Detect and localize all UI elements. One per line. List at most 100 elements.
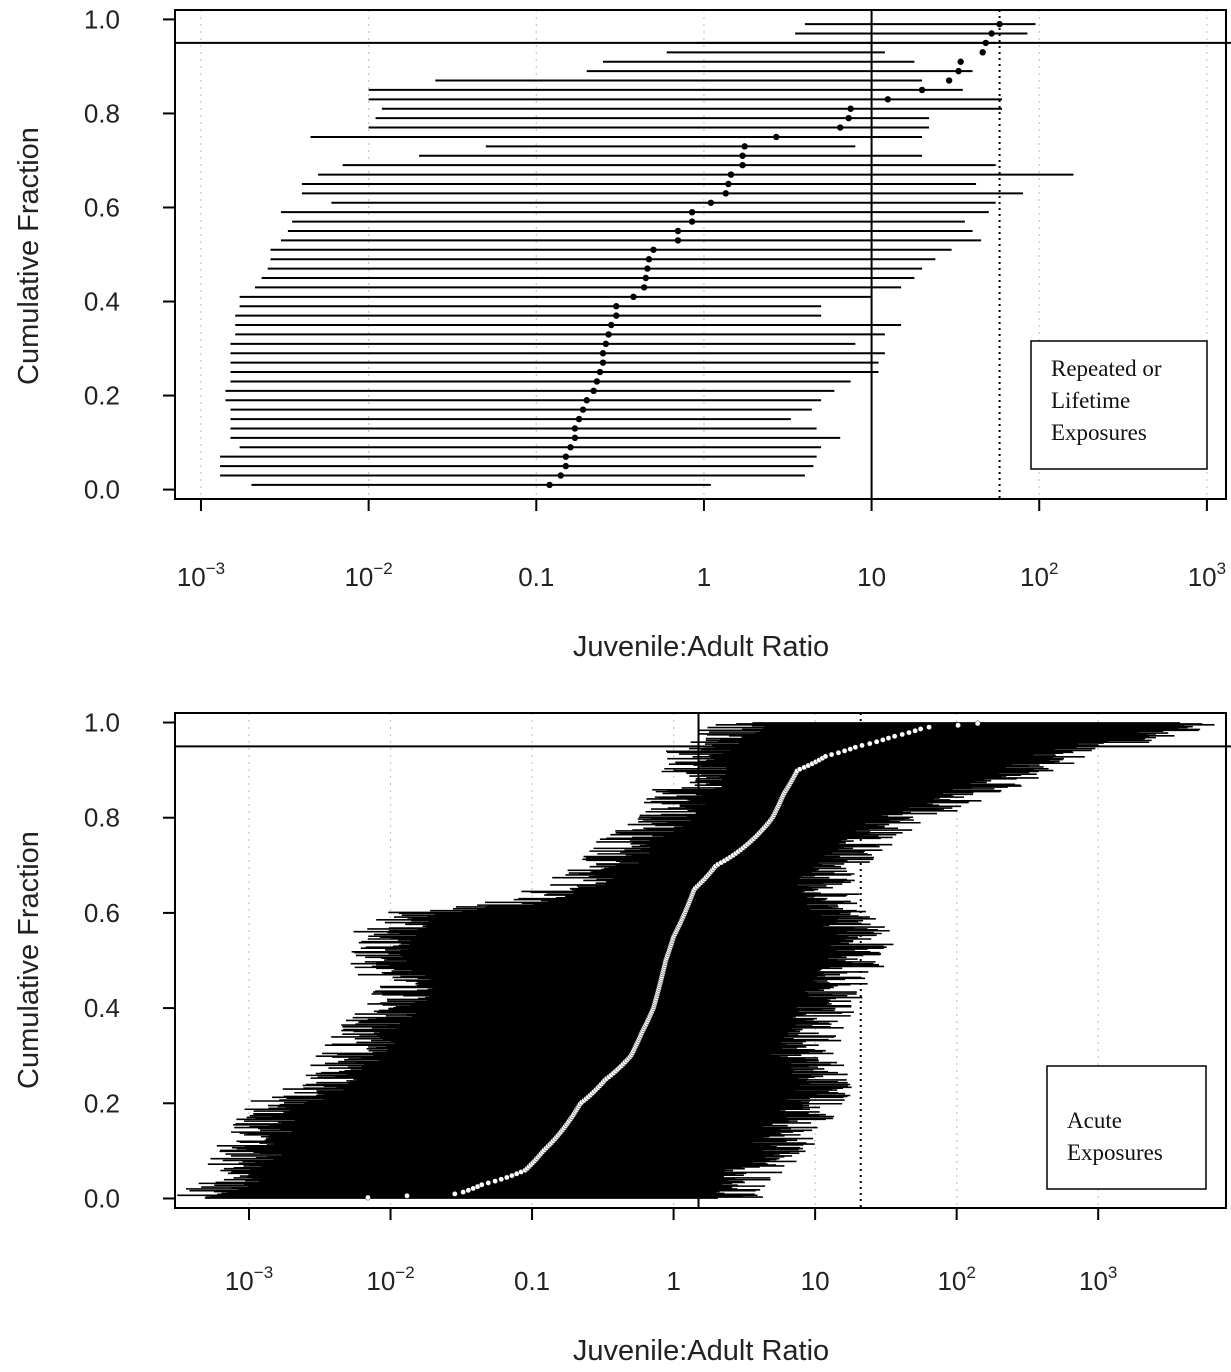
reference-lines [175,10,1231,499]
median-point [599,359,607,366]
median-point [912,727,918,734]
x-tick-label: 102 [937,1263,975,1296]
median-point [996,20,1003,28]
x-tick-label: 10 [801,1266,830,1296]
median-point [917,726,924,732]
x-tick-label: 103 [1079,1263,1117,1296]
median-point [707,199,715,206]
median-point [822,753,829,760]
plot-frame [174,712,1227,1209]
median-point [579,406,587,413]
x-tick-label: 1 [666,1266,680,1296]
axis-ticks: 0.0 0.2 0.4 0.6 0.8 1.0 10−3 10−2 0.1 1 10 102 103 [84,4,1226,592]
median-point [562,462,570,470]
median-point [739,152,746,159]
y-axis-title: Cumulative Fraction [13,127,45,385]
median-point [957,58,964,65]
y-tick-label: 0.4 [84,287,120,317]
y-tick-label: 0.4 [84,993,120,1023]
chart-panel-acute: 0.0 0.2 0.4 0.6 0.8 1.0 10−3 10−2 0.1 1 10 102 103 C… [13,708,1231,1367]
x-tick-label: 10−3 [225,1263,273,1296]
x-tick-label: 10−2 [366,1263,414,1296]
x-tick-label: 1 [697,562,711,592]
median-point [575,415,583,423]
x-tick-label: 10 [857,562,886,592]
median-point [722,190,729,197]
median-point [644,265,651,272]
median-point [741,143,748,150]
median-point [509,1172,515,1179]
median-point [557,472,564,479]
y-axis-title: Cumulative Fraction [13,831,45,1089]
median-point [739,161,746,169]
median-point [982,39,990,47]
median-point [880,737,886,743]
median-point [571,425,579,432]
y-tick-label: 1.0 [84,708,120,738]
median-point [460,1189,466,1195]
median-point [613,312,620,319]
legend-box: Repeated or Lifetime Exposures [1030,340,1208,470]
x-tick-label: 10−3 [177,559,225,592]
median-point [365,1194,371,1201]
y-tick-label: 0.2 [84,381,120,411]
legend-box: Acute Exposures [1046,1065,1207,1190]
median-points [546,20,1003,489]
median-point [926,724,932,730]
median-point [478,1181,485,1188]
median-point [828,751,835,758]
median-point [608,321,615,329]
median-point [498,1176,505,1183]
median-point [955,67,962,75]
legend-line: Exposures [1067,1140,1163,1165]
median-point [452,1191,458,1197]
median-point [725,180,732,188]
plot-frame [174,9,1227,500]
median-point [835,749,842,756]
y-tick-label: 0.8 [84,98,120,128]
median-point [674,237,682,244]
y-tick-label: 0.0 [84,1183,120,1213]
median-points [365,720,981,1201]
median-point [688,208,696,216]
x-axis-title: Juvenile:Adult Ratio [573,631,829,663]
median-point [567,444,574,451]
error-bars [220,23,1074,486]
median-point [492,1178,498,1184]
median-point [546,481,553,489]
median-point [847,746,853,752]
median-point [596,368,604,376]
axis-ticks: 0.0 0.2 0.4 0.6 0.8 1.0 10−3 10−2 0.1 1 10 102 103 [84,708,1118,1296]
median-point [571,434,579,442]
legend-line: Repeated or [1051,356,1162,381]
median-point [899,731,906,738]
y-tick-label: 0.6 [84,898,120,928]
reference-lines [175,713,1231,1208]
median-point [852,744,859,751]
x-axis-title: Juvenile:Adult Ratio [573,1335,829,1367]
median-point [837,124,844,131]
median-point [504,1174,510,1181]
median-point [640,284,648,291]
median-point [955,722,961,729]
median-point [727,171,735,178]
median-point [866,740,873,747]
chart-panel-repeated: 0.0 0.2 0.4 0.6 0.8 1.0 10−3 10−2 0.1 1 10 102 103 C… [13,4,1231,663]
median-point [599,350,607,357]
y-tick-label: 0.2 [84,1088,120,1118]
median-point [885,735,892,741]
median-point [688,218,696,225]
median-point [847,105,854,112]
legend-line: Exposures [1051,420,1147,445]
x-tick-label: 0.1 [518,562,554,592]
median-point [891,733,898,740]
median-point [485,1180,492,1186]
median-point [602,340,610,348]
median-point [593,378,601,385]
median-point [945,77,953,84]
y-tick-label: 0.6 [84,192,120,222]
median-point [859,742,865,749]
y-tick-label: 1.0 [84,4,120,34]
